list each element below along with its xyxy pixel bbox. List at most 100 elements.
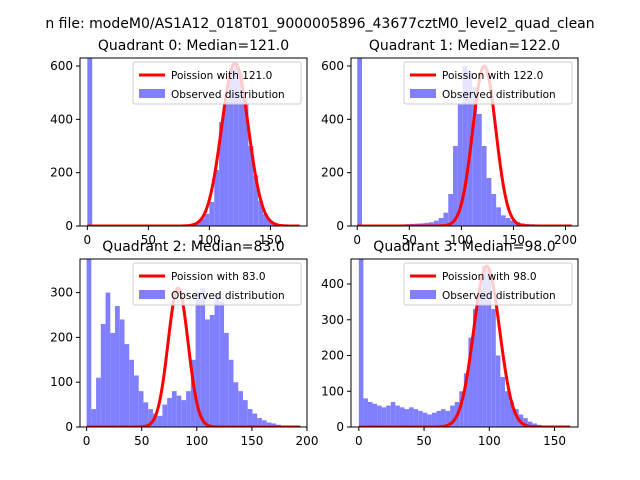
histogram-bar — [418, 410, 423, 427]
histogram-bar — [157, 415, 163, 427]
y-tick-label: 300 — [50, 286, 73, 300]
legend-swatch-patch — [410, 89, 436, 98]
histogram-bar — [129, 359, 134, 427]
chart-panel-2: 0 50 100 150 200 0 100 200 300 Quadrant 2: Median… — [50, 239, 318, 448]
histogram-bar — [527, 421, 533, 427]
histogram-bar — [204, 214, 210, 226]
y-tick-label: 300 — [321, 313, 344, 327]
histogram-bar — [427, 414, 432, 427]
histogram-bar — [86, 259, 92, 427]
y-tick-label: 0 — [336, 219, 344, 233]
histogram-bar — [263, 214, 268, 226]
histogram-bar — [214, 292, 220, 427]
y-tick-label: 200 — [321, 166, 344, 180]
histogram-bar — [219, 122, 225, 226]
x-tick-label: 50 — [402, 233, 417, 247]
histogram-bar — [96, 377, 101, 427]
histogram-bar — [377, 405, 382, 427]
histogram-bar — [257, 418, 262, 427]
histogram-bar — [496, 207, 501, 226]
histogram-bar — [367, 401, 373, 427]
axes-frame — [350, 57, 579, 227]
histogram-bar — [436, 410, 442, 427]
x-tick-label: 50 — [134, 434, 149, 448]
histogram-bar — [504, 391, 510, 427]
x-tick-label: 100 — [198, 233, 221, 247]
histogram-bar — [253, 175, 259, 226]
histogram-bar — [462, 66, 468, 226]
legend: Poission with 122.0 Observed distribution — [403, 61, 573, 105]
histogram-bar — [261, 420, 267, 427]
x-tick-label: 50 — [141, 233, 156, 247]
x-tick-label: 0 — [84, 233, 92, 247]
histogram-bar — [228, 359, 234, 427]
histogram-bar — [477, 287, 483, 427]
histogram-bar — [233, 382, 239, 427]
histogram-bar — [209, 202, 215, 226]
histogram-bar — [228, 68, 234, 226]
histogram-bar — [171, 391, 177, 427]
histogram-bar — [390, 401, 396, 427]
histogram-bar — [186, 391, 191, 427]
x-tick-label: 200 — [296, 434, 319, 448]
x-tick-label: 50 — [416, 434, 431, 448]
histogram-bar — [482, 266, 487, 427]
histogram-bar — [500, 215, 506, 226]
histogram-bar — [532, 423, 537, 427]
histogram-bar — [91, 409, 97, 427]
histogram-bar — [167, 397, 172, 427]
histogram-bar — [224, 100, 229, 226]
histogram-bar — [105, 292, 111, 427]
histogram-bar — [395, 405, 400, 427]
histogram-bar — [459, 391, 464, 427]
histogram-bar — [399, 407, 405, 427]
histogram-bar — [248, 146, 254, 226]
panel-title: Quadrant 0: Median=121.0 — [98, 38, 289, 54]
histogram-bar — [138, 391, 144, 427]
histogram-bar — [481, 146, 487, 226]
y-tick-label: 400 — [50, 112, 73, 126]
panel-title: Quadrant 3: Median=98.0 — [373, 239, 555, 255]
histogram-bar — [199, 218, 205, 226]
axes-frame — [350, 258, 579, 428]
legend-label: Observed distribution — [442, 290, 556, 302]
histogram-bar — [133, 375, 139, 427]
histogram-bar — [381, 407, 387, 427]
histogram-bar — [219, 301, 225, 427]
x-tick-label: 100 — [478, 434, 501, 448]
histogram-bar — [224, 332, 229, 427]
legend-label: Poission with 121.0 — [171, 70, 272, 82]
histogram-bar — [486, 269, 492, 427]
histogram-bar — [476, 114, 482, 226]
histogram-bar — [238, 391, 243, 427]
histogram-bar — [443, 212, 449, 226]
histogram-bar — [453, 146, 458, 226]
histogram-bar — [148, 409, 153, 427]
x-tick-label: 0 — [83, 434, 91, 448]
histogram-bar — [209, 315, 215, 427]
chart-panel-3: 0 50 100 150 0 100 200 300 400 Quadrant 3: Median… — [321, 239, 579, 448]
histogram-bar — [438, 218, 444, 226]
histogram-bar — [238, 74, 244, 226]
histogram-bar — [433, 220, 439, 226]
histogram-bar — [267, 220, 273, 226]
histogram-bar — [424, 222, 430, 226]
x-tick-label: 150 — [502, 233, 525, 247]
axes-frame — [79, 258, 308, 428]
histogram-bar — [509, 401, 515, 427]
histogram-bar — [181, 400, 187, 427]
histogram-bar — [468, 337, 473, 427]
histogram-bar — [386, 405, 391, 427]
legend-label: Poission with 83.0 — [171, 271, 266, 283]
y-tick-label: 100 — [321, 384, 344, 398]
legend-swatch-patch — [410, 290, 436, 299]
histogram-bar — [205, 319, 210, 427]
y-tick-label: 200 — [321, 349, 344, 363]
histogram-bar — [195, 292, 201, 427]
histogram-bar — [413, 409, 419, 427]
chart-panel-0: 0 50 100 150 0 200 400 600 Quadrant 0: Median=12… — [50, 38, 308, 247]
legend-label: Observed distribution — [442, 89, 556, 101]
chart-panel-1: 0 50 100 150 200 0 200 400 600 Quadrant 1: Median… — [321, 38, 579, 247]
histogram-bar — [143, 402, 149, 427]
